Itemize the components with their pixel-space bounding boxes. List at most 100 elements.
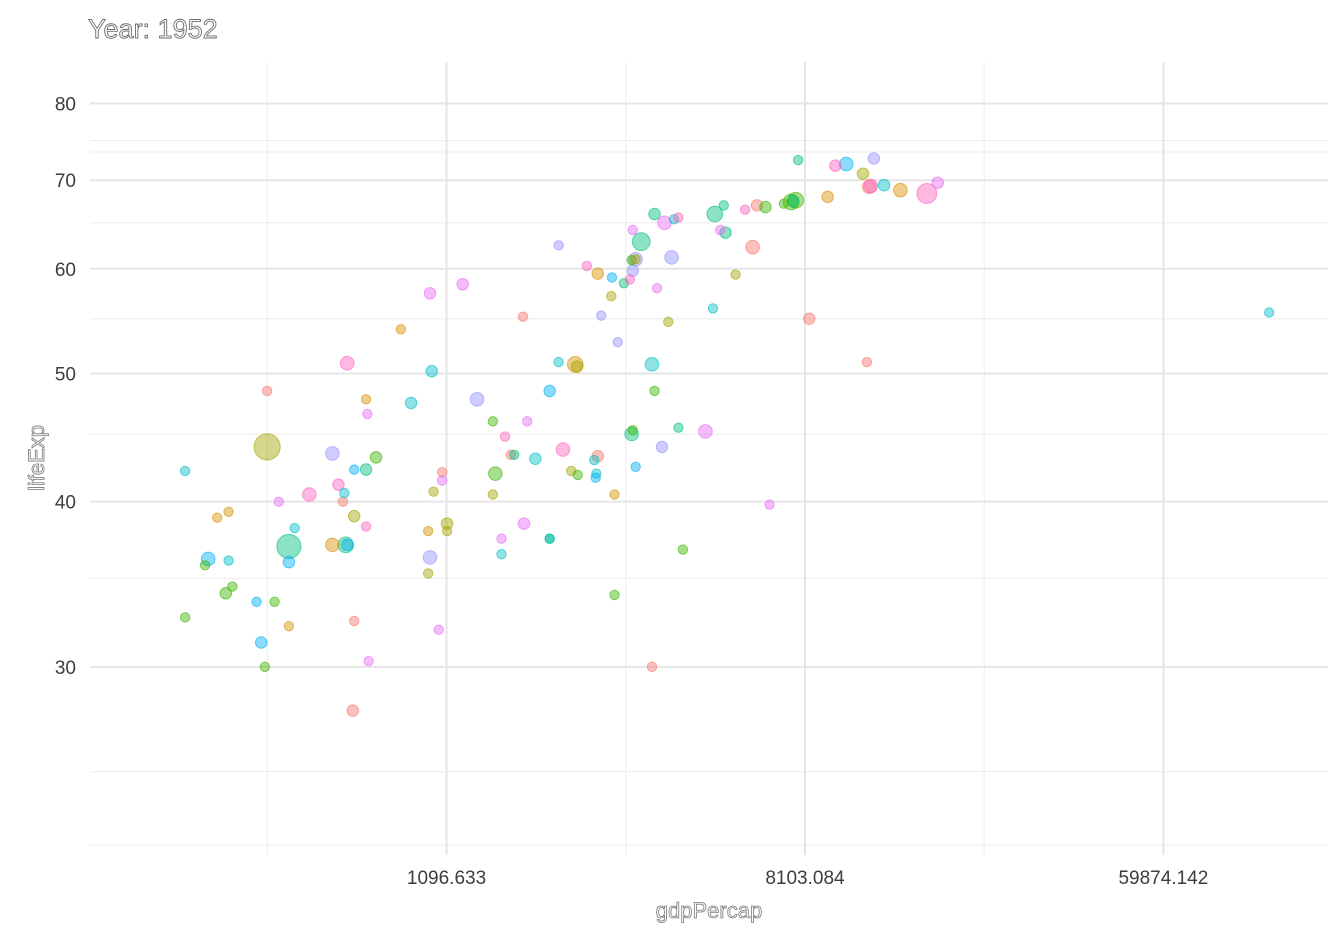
data-point bbox=[496, 549, 507, 560]
data-point bbox=[433, 624, 444, 635]
data-point bbox=[422, 525, 434, 537]
data-point bbox=[487, 416, 499, 427]
data-point bbox=[590, 472, 601, 483]
data-point bbox=[340, 538, 354, 552]
data-point bbox=[821, 190, 834, 204]
data-point bbox=[591, 267, 605, 280]
data-point bbox=[609, 589, 620, 601]
data-point bbox=[521, 416, 533, 427]
data-point bbox=[553, 356, 564, 368]
data-point bbox=[648, 207, 661, 221]
data-point bbox=[829, 159, 842, 172]
data-point bbox=[646, 661, 658, 673]
data-point bbox=[360, 521, 372, 532]
data-point bbox=[302, 487, 317, 502]
data-point bbox=[395, 324, 407, 335]
data-point bbox=[715, 224, 726, 236]
data-point bbox=[764, 499, 775, 510]
data-point bbox=[325, 537, 340, 553]
data-point bbox=[347, 509, 361, 523]
data-point bbox=[630, 254, 641, 265]
data-point bbox=[517, 311, 529, 322]
data-point bbox=[867, 152, 881, 165]
data-point bbox=[626, 255, 637, 266]
data-point bbox=[856, 167, 870, 180]
data-point bbox=[677, 544, 689, 555]
data-point bbox=[219, 587, 233, 600]
data-point bbox=[589, 454, 600, 466]
data-point bbox=[273, 496, 284, 507]
data-point bbox=[570, 360, 584, 373]
data-point bbox=[362, 408, 373, 420]
data-point bbox=[553, 240, 564, 251]
data-point bbox=[369, 451, 383, 464]
y-tick-label: 80 bbox=[55, 95, 76, 116]
data-point bbox=[211, 512, 223, 523]
data-point bbox=[627, 224, 638, 236]
data-point bbox=[283, 621, 295, 632]
data-point bbox=[544, 533, 555, 544]
data-point bbox=[529, 452, 542, 466]
data-point bbox=[624, 274, 636, 285]
data-point bbox=[428, 486, 439, 497]
data-point bbox=[223, 555, 234, 566]
data-point bbox=[425, 364, 439, 378]
data-point bbox=[487, 489, 499, 500]
data-point bbox=[276, 533, 302, 559]
data-point bbox=[719, 226, 732, 239]
data-point bbox=[422, 550, 438, 565]
data-point bbox=[863, 178, 879, 194]
data-point bbox=[253, 433, 281, 461]
data-point bbox=[496, 533, 507, 544]
data-point bbox=[893, 182, 908, 198]
data-point bbox=[505, 449, 517, 460]
x-tick-label: 59874.142 bbox=[1118, 868, 1208, 889]
data-point bbox=[555, 442, 571, 457]
data-point bbox=[440, 517, 454, 530]
data-point bbox=[792, 154, 804, 166]
data-point bbox=[325, 446, 340, 461]
data-point bbox=[718, 200, 729, 211]
data-point bbox=[706, 205, 724, 223]
data-point bbox=[227, 581, 238, 592]
data-point bbox=[179, 612, 191, 623]
x-tick-label: 1096.633 bbox=[407, 868, 486, 889]
data-point bbox=[630, 461, 641, 473]
data-point bbox=[179, 465, 191, 477]
data-point bbox=[591, 468, 602, 479]
data-point bbox=[664, 250, 679, 265]
data-point bbox=[778, 198, 789, 209]
data-point bbox=[631, 232, 651, 252]
data-point bbox=[348, 615, 360, 627]
data-point bbox=[673, 212, 684, 223]
data-point bbox=[337, 496, 349, 507]
data-point bbox=[259, 661, 271, 673]
data-point bbox=[223, 506, 234, 517]
y-tick-label: 30 bbox=[55, 658, 76, 679]
data-point bbox=[346, 704, 360, 717]
data-point bbox=[339, 487, 350, 499]
data-point bbox=[337, 536, 355, 554]
data-point bbox=[289, 522, 300, 534]
data-point bbox=[581, 260, 593, 272]
data-point bbox=[649, 385, 660, 397]
data-point bbox=[422, 568, 434, 579]
data-point bbox=[861, 356, 873, 368]
data-point bbox=[469, 392, 485, 407]
data-point bbox=[596, 310, 607, 321]
data-point bbox=[698, 424, 713, 439]
data-points bbox=[179, 152, 1275, 717]
data-point bbox=[644, 357, 660, 372]
data-point bbox=[877, 178, 891, 192]
data-point bbox=[707, 303, 719, 314]
data-point bbox=[269, 596, 280, 607]
data-point bbox=[456, 278, 469, 291]
y-tick-label: 50 bbox=[55, 364, 76, 385]
data-point bbox=[931, 176, 945, 189]
data-point bbox=[759, 200, 772, 214]
data-point bbox=[404, 396, 418, 410]
data-point bbox=[739, 204, 751, 215]
data-point bbox=[360, 394, 372, 405]
data-point bbox=[251, 596, 262, 607]
